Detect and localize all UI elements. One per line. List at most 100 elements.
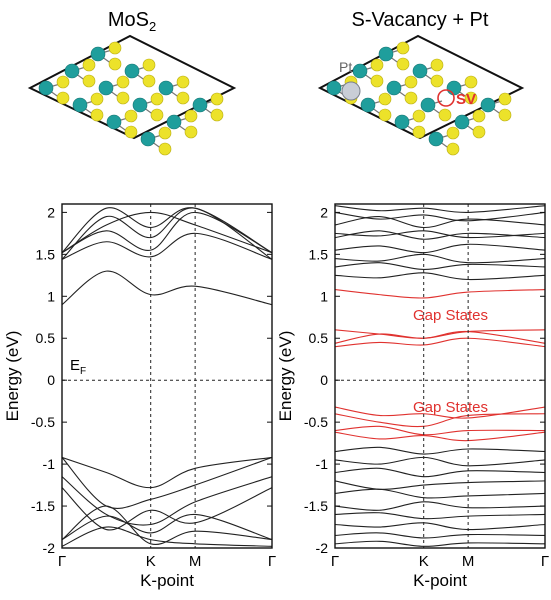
- plot-frame: [61, 203, 273, 549]
- y-tick-label: 0: [320, 372, 328, 388]
- band-line: [335, 216, 545, 229]
- band-line: [62, 526, 272, 547]
- band-line: [335, 480, 545, 490]
- s-atom: [184, 125, 198, 139]
- s-atom: [108, 41, 122, 55]
- s-atom: [446, 126, 460, 140]
- mo-atom: [326, 80, 342, 96]
- band-line: [62, 270, 272, 306]
- x-tick-label: M: [189, 553, 202, 570]
- y-tick-label: 1: [320, 288, 328, 304]
- mo-atom: [192, 97, 208, 113]
- s-atom: [472, 125, 486, 139]
- x-tick-label: Γ: [331, 553, 339, 570]
- x-tick-label: Γ: [541, 553, 549, 570]
- mo-atom: [394, 114, 410, 130]
- s-atom: [464, 91, 478, 105]
- s-atom: [90, 108, 104, 122]
- mo-atom: [378, 46, 394, 62]
- band-line: [62, 207, 272, 254]
- s-atom: [158, 142, 172, 156]
- y-tick-label: -1.5: [31, 498, 55, 514]
- band-line: [335, 272, 545, 281]
- band-line: [335, 289, 545, 299]
- s-atom: [464, 75, 478, 89]
- bands: [335, 205, 545, 547]
- band-line: [335, 467, 545, 478]
- s-atom: [498, 108, 512, 122]
- band-line: [335, 329, 545, 339]
- s-atom: [472, 109, 486, 123]
- mo-atom: [124, 63, 140, 79]
- x-axis-label: K-point: [413, 571, 467, 590]
- y-axis-label: Energy (eV): [3, 331, 22, 422]
- mo-atom: [420, 97, 436, 113]
- x-tick-label: M: [462, 553, 475, 570]
- mo-atom: [132, 97, 148, 113]
- s-atom: [438, 108, 452, 122]
- fermi-label-sub: F: [80, 366, 86, 377]
- s-atom: [56, 75, 70, 89]
- s-atom: [116, 91, 130, 105]
- band-line: [62, 456, 272, 509]
- y-tick-label: 2: [320, 204, 328, 220]
- mo-atom: [158, 80, 174, 96]
- s-atom: [404, 91, 418, 105]
- band-line: [62, 211, 272, 254]
- band-line: [335, 205, 545, 213]
- band-line: [62, 476, 272, 526]
- s-atom: [124, 125, 138, 139]
- mo-atom: [98, 80, 114, 96]
- band-line: [62, 487, 272, 531]
- s-atom: [446, 142, 460, 156]
- atoms-left: [38, 41, 224, 156]
- structure-right: Pt SV: [317, 34, 525, 156]
- band-line: [335, 540, 545, 547]
- y-tick-label: -0.5: [31, 414, 55, 430]
- sv-marker: [437, 89, 455, 107]
- band-line: [335, 446, 545, 455]
- s-atom: [370, 58, 384, 72]
- s-atom: [378, 92, 392, 106]
- pt-atom: [341, 81, 361, 101]
- y-tick-label: -2: [316, 540, 329, 556]
- y-tick-label: 1.5: [309, 246, 329, 262]
- s-atom: [378, 108, 392, 122]
- s-atom: [90, 92, 104, 106]
- y-tick-label: -0.5: [304, 414, 328, 430]
- mo-atom: [480, 97, 496, 113]
- panel-title-right: S-Vacancy + Pt: [352, 9, 489, 31]
- band-line: [335, 456, 545, 467]
- band-line: [335, 253, 545, 264]
- s-atom: [142, 74, 156, 88]
- band-line: [335, 425, 545, 436]
- band-line: [335, 337, 545, 348]
- s-atom: [412, 109, 426, 123]
- band-line: [335, 501, 545, 511]
- mo-atom: [64, 63, 80, 79]
- s-atom: [176, 91, 190, 105]
- y-tick-label: -1: [316, 456, 329, 472]
- y-tick-label: -1.5: [304, 498, 328, 514]
- structure-left: [27, 34, 237, 156]
- s-atom: [82, 58, 96, 72]
- y-tick-label: 2: [47, 204, 55, 220]
- gap-states-label: Gap States: [413, 307, 488, 324]
- gap-states-label: Gap States: [413, 399, 488, 416]
- plot-frame: [334, 203, 546, 549]
- y-tick-label: -2: [43, 540, 56, 556]
- y-tick-label: 0.5: [36, 330, 56, 346]
- x-axis-label: K-point: [140, 571, 194, 590]
- s-atom: [142, 58, 156, 72]
- s-atom: [370, 74, 384, 88]
- y-tick-label: 1: [47, 288, 55, 304]
- band-line: [335, 532, 545, 539]
- s-atom: [150, 108, 164, 122]
- y-axis-label: Energy (eV): [276, 331, 295, 422]
- x-tick-label: Γ: [268, 553, 276, 570]
- y-tick-label: 0.5: [309, 330, 329, 346]
- s-atom: [210, 108, 224, 122]
